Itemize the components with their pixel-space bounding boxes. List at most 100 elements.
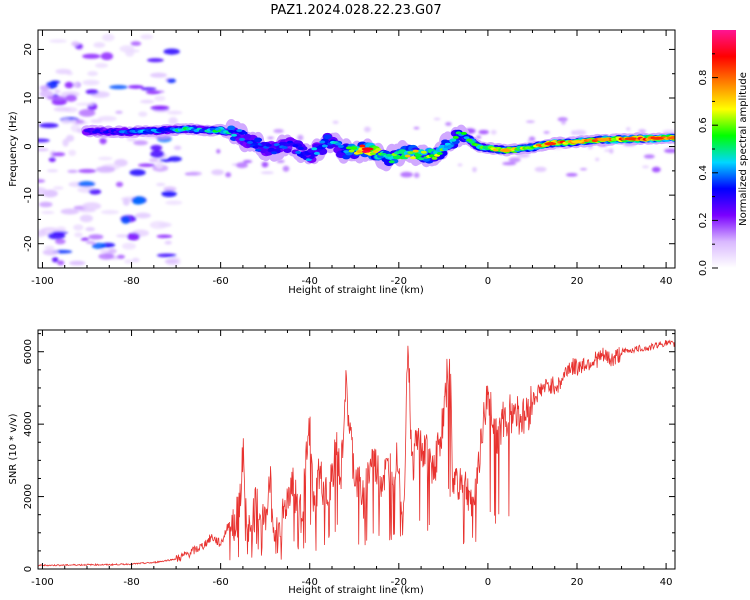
- spectrogram-noise-cell: [188, 171, 202, 176]
- spectrogram-ridge-cell: [297, 146, 304, 150]
- spectrogram-ridge-cell: [319, 140, 326, 144]
- spectrogram-noise-cell: [66, 134, 75, 142]
- x-tick-label: 40: [660, 577, 673, 588]
- x-tick-label: 20: [571, 577, 584, 588]
- x-tick-label: -20: [391, 577, 407, 588]
- spectrogram-noise-cell: [580, 168, 587, 171]
- spectrogram-noise-cell: [135, 212, 151, 219]
- snr-ylabel: SNR (10 * v/v): [8, 413, 19, 484]
- spectrogram-noise-cell: [236, 162, 248, 169]
- colorbar: 0.0 0.2 0.4 0.6 0.8 Normalized spectral ampl…: [698, 30, 749, 276]
- spectrogram-noise-cell: [642, 165, 650, 169]
- spectrogram-ridge-cell: [283, 148, 292, 154]
- spectrogram-noise-cell: [97, 115, 117, 122]
- spectrogram-noise-cell: [116, 234, 129, 238]
- spectrogram-ridge-cell: [345, 146, 352, 150]
- spectrogram-noise-cell: [156, 182, 166, 187]
- spectrogram-ridge-cell: [227, 125, 236, 131]
- spectrogram-noise-cell: [98, 156, 113, 161]
- spectrogram-noise-cell: [38, 179, 46, 183]
- spectrogram-noise-cell: [413, 172, 420, 178]
- spectrogram-noise-cell: [267, 136, 274, 140]
- spectrogram-noise-cell: [165, 200, 183, 205]
- spectrogram-noise-cell: [108, 248, 117, 254]
- spectrogram-noise-cell: [173, 145, 182, 150]
- spectrogram-noise-cell: [46, 169, 59, 173]
- colorbar-tick-label: 0.2: [698, 212, 709, 228]
- spectrogram-noise-cell: [154, 95, 166, 102]
- spectrogram-noise-cell: [164, 259, 179, 264]
- spectrogram-noise-cell: [57, 260, 65, 266]
- spectrogram-noise-cell: [70, 119, 77, 124]
- spectrogram-noise-cell: [163, 48, 180, 55]
- spectrogram-noise-cell: [146, 91, 161, 95]
- spectrogram-noise-cell: [128, 85, 144, 89]
- spectrogram-noise-cell: [62, 138, 69, 147]
- spectrogram-noise-cell: [78, 109, 96, 117]
- spectrogram-noise-cell: [47, 232, 66, 240]
- x-tick-label: -100: [31, 577, 54, 588]
- spectrogram-noise-cell: [53, 106, 71, 112]
- spectrogram-peak: [361, 147, 374, 151]
- spectrogram-noise-cell: [69, 260, 86, 266]
- spectrogram-ridge-cell: [450, 138, 457, 142]
- x-tick-label: 0: [485, 276, 491, 287]
- spectrogram-noise-cell: [140, 87, 157, 91]
- spectrogram-ridge-cell: [342, 154, 351, 160]
- y-tick-label: 4000: [23, 411, 34, 436]
- spectrogram-noise-cell: [122, 198, 130, 206]
- spectrogram-noise-cell: [273, 129, 284, 133]
- spectrogram-noise-cell: [457, 163, 463, 167]
- spectrogram-noise-cell: [433, 117, 441, 121]
- spectrogram-noise-cell: [297, 134, 304, 141]
- spectrogram-noise-cell: [102, 33, 115, 42]
- spectrogram-noise-cell: [82, 202, 102, 211]
- spectrogram-ridge-cell: [468, 140, 475, 144]
- spectrogram-noise-cell: [140, 99, 155, 104]
- spectrogram-noise-cell: [53, 186, 64, 190]
- spectrogram-ridge-cell: [260, 142, 267, 145]
- y-tick-label: 20: [23, 43, 34, 56]
- spectrogram-ridge-cell: [271, 151, 278, 155]
- spectrogram-noise-cell: [445, 122, 452, 126]
- x-tick-label: -80: [123, 276, 139, 287]
- spectrogram-ridge-cell: [268, 147, 275, 151]
- snr-ticks: -100 -80 -60 -40 -20 0 20 40 0 2000 4000 6000: [23, 330, 675, 588]
- spectrogram-ridge-cell: [410, 156, 417, 160]
- spectrogram-ridge-cell: [241, 131, 248, 135]
- spectrogram-noise-cell: [508, 157, 521, 163]
- spectrogram-ridge-cell: [337, 144, 344, 148]
- colorbar-tick-label: 0.4: [698, 165, 709, 181]
- spectrogram-noise-cell: [638, 129, 647, 134]
- spectrogram-peak: [499, 148, 512, 153]
- spectrogram-noise-cell: [71, 41, 80, 47]
- snr-panel: -100 -80 -60 -40 -20 0 20 40 0 2000 4000 6000 Heigh…: [8, 329, 676, 596]
- spectrogram-noise-cell: [149, 158, 159, 163]
- spectrogram-noise-cell: [60, 208, 79, 215]
- spectrogram-ridge-cell: [292, 144, 299, 148]
- spectrogram-noise-cell: [159, 158, 172, 163]
- spectrogram-ridge-cell: [247, 141, 253, 144]
- x-tick-label: -60: [212, 577, 228, 588]
- spectrogram-noise-cell: [44, 245, 55, 250]
- spectrogram-noise-cell: [87, 71, 98, 77]
- spectrogram-noise-cell: [100, 52, 114, 61]
- spectrogram-noise-cell: [604, 149, 612, 152]
- spectrogram-noise-cell: [131, 196, 145, 205]
- spectrogram-noise-cell: [42, 249, 59, 256]
- spectrogram-noise-cell: [225, 172, 232, 178]
- spectrogram-noise-cell: [131, 257, 140, 263]
- spectrogram-noise-cell: [150, 144, 163, 151]
- spectrogram-noise-cell: [626, 127, 631, 131]
- spectrogram-noise-cell: [121, 216, 131, 224]
- spectrogram-noise-cell: [82, 79, 100, 86]
- spectrogram-ridge-cell: [273, 143, 280, 147]
- spectrogram-noise-cell: [48, 157, 56, 163]
- spectrogram-noise-cell: [490, 129, 497, 135]
- spectrogram-ridge-cell: [436, 152, 443, 155]
- spectrogram-noise-cell: [156, 253, 177, 258]
- spectrogram-noise-cell: [98, 253, 115, 260]
- spectrogram-noise-cell: [73, 224, 84, 231]
- spectrogram-noise-cell: [534, 166, 547, 172]
